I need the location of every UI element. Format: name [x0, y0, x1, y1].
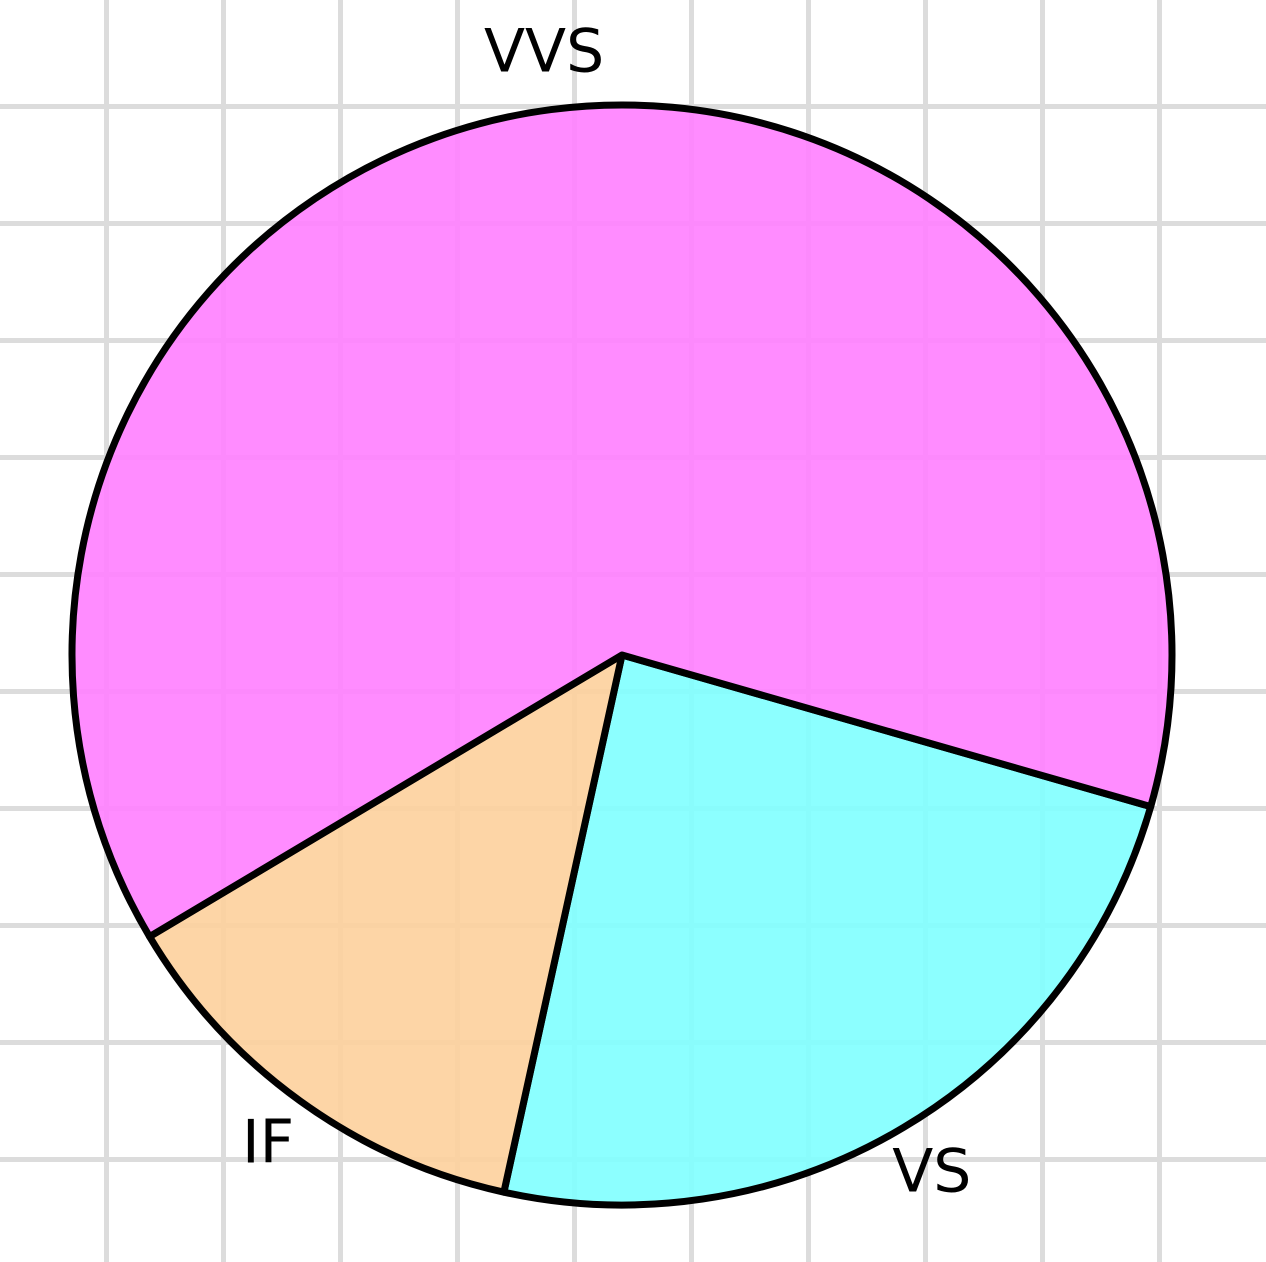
- pie-slice: [500, 651, 1155, 1209]
- slice-label: IF: [242, 1107, 294, 1177]
- slice-label: VVS: [484, 17, 604, 87]
- slice-label: VS: [892, 1136, 971, 1206]
- pie-slice: [68, 101, 1176, 941]
- pie-slice: [146, 651, 626, 1196]
